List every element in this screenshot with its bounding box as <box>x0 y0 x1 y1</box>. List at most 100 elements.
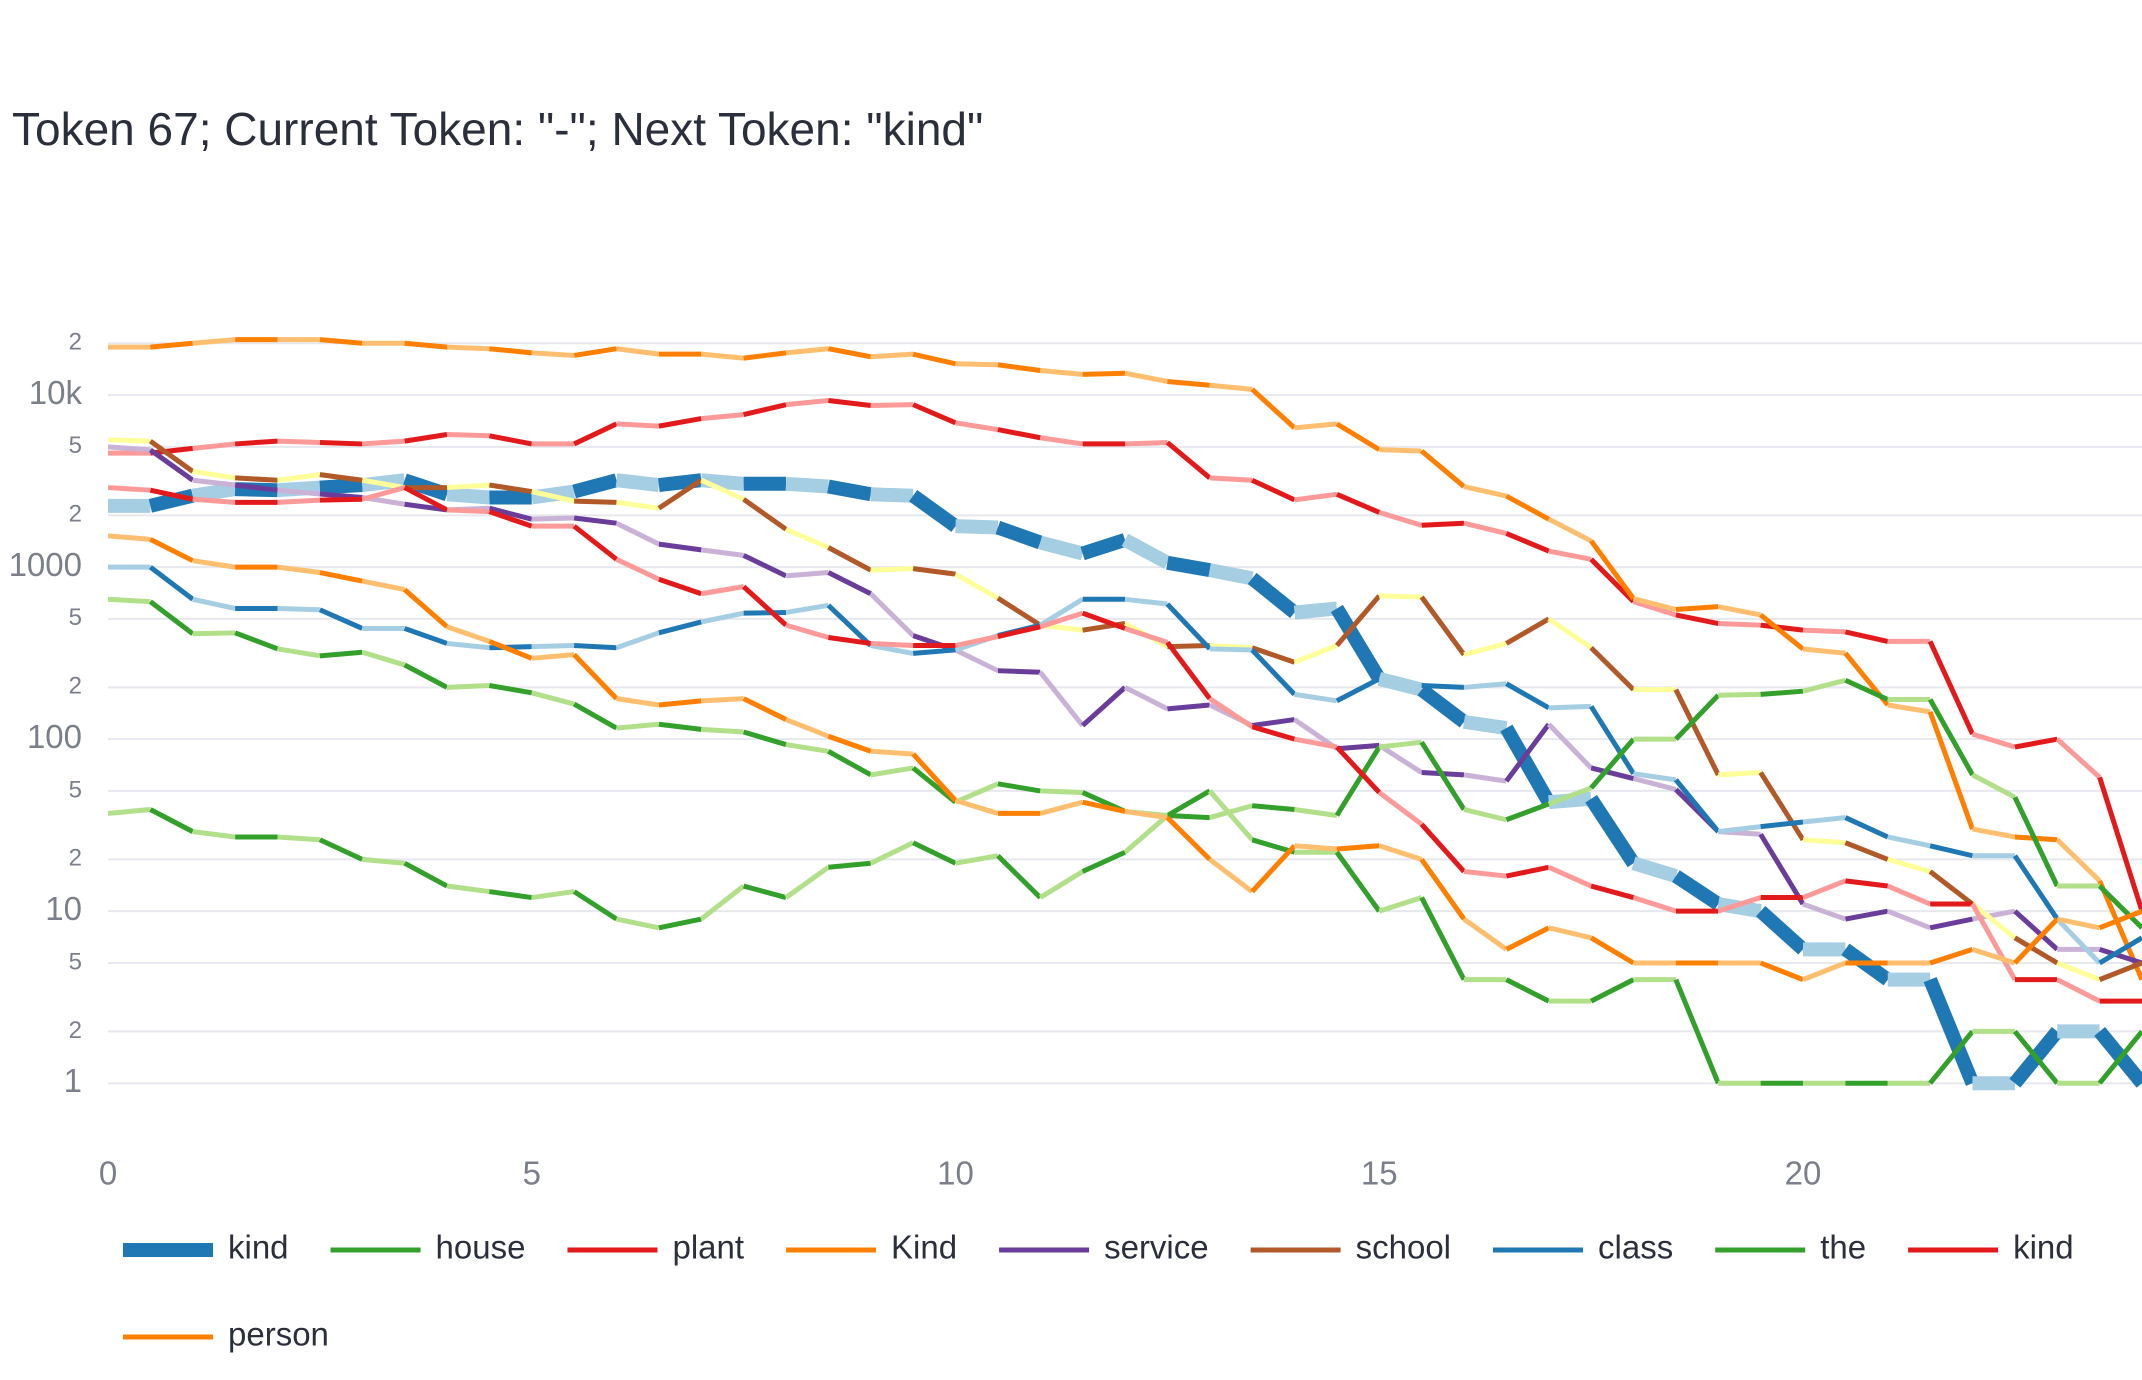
line-segment <box>1336 742 1380 752</box>
line-segment <box>615 473 660 492</box>
line-segment <box>1548 703 1592 711</box>
line-segment <box>2098 960 2142 982</box>
line-segment <box>997 781 1041 794</box>
line-segment <box>403 662 449 690</box>
series-line <box>108 337 2142 981</box>
line-segment <box>446 507 490 515</box>
line-segment <box>2098 946 2142 966</box>
legend-item: kind <box>1908 1229 2074 1266</box>
line-segment <box>1123 813 1170 855</box>
line-segment <box>1419 896 1467 981</box>
line-segment <box>1887 856 1931 874</box>
line-segment <box>785 622 830 640</box>
line-segment <box>1802 646 1846 656</box>
line-segment <box>954 798 999 816</box>
line-segment <box>572 473 619 499</box>
series-line <box>107 444 2142 966</box>
line-segment <box>1462 714 1508 735</box>
line-segment <box>1379 593 1422 600</box>
line-segment <box>1929 843 1974 859</box>
line-segment <box>1463 869 1507 879</box>
line-segment <box>1717 604 1762 618</box>
y-tick-label: 2 <box>69 1017 82 1044</box>
line-segment <box>1121 533 1171 569</box>
line-segment <box>234 630 279 652</box>
series-line <box>107 533 2142 982</box>
line-segment <box>700 610 745 625</box>
line-segment <box>954 647 999 673</box>
line-segment <box>277 487 321 497</box>
line-segment <box>1505 801 1550 823</box>
line-segment <box>828 634 872 646</box>
line-segment <box>192 441 236 451</box>
line-segment <box>402 587 449 629</box>
legend-item: plant <box>567 1229 744 1266</box>
y-tick-label: 100 <box>27 718 82 755</box>
line-segment <box>1546 722 1593 770</box>
line-segment <box>784 865 830 900</box>
line-segment <box>107 596 151 605</box>
legend-label: the <box>1820 1229 1866 1266</box>
line-segment <box>1717 824 1761 835</box>
line-segment <box>1208 857 1254 894</box>
line-segment <box>785 570 829 579</box>
line-segment <box>489 346 532 356</box>
line-segment <box>1294 843 1338 852</box>
line-segment <box>319 649 363 659</box>
legend-label: plant <box>672 1229 744 1266</box>
line-segment <box>361 485 406 502</box>
line-segment <box>404 340 448 350</box>
y-tick-label: 1 <box>64 1062 82 1099</box>
line-segment <box>1038 535 1085 561</box>
line-segment <box>2055 917 2102 965</box>
line-segment <box>954 781 999 805</box>
line-segment <box>192 496 236 505</box>
line-segment <box>1335 492 1381 515</box>
line-segment <box>615 630 660 651</box>
y-tick-label: 2 <box>69 673 82 700</box>
y-tick-label: 5 <box>69 604 82 631</box>
line-segment <box>1927 711 1975 830</box>
line-segment <box>191 482 237 503</box>
line-segment <box>1334 850 1382 913</box>
line-segment <box>1633 771 1677 783</box>
series-line <box>107 788 2142 1086</box>
line-segment <box>107 437 151 444</box>
line-segment <box>1463 484 1507 499</box>
line-segment <box>1124 808 1168 821</box>
line-segment <box>1463 520 1507 536</box>
line-segment <box>785 717 830 739</box>
y-tick-label: 10 <box>45 890 82 927</box>
line-segment <box>107 533 151 542</box>
line-segment <box>658 576 703 597</box>
line-segment <box>2098 935 2142 966</box>
line-segment <box>488 482 533 495</box>
line-segment <box>531 643 575 650</box>
line-segment <box>1378 895 1423 914</box>
line-segment <box>1208 563 1254 586</box>
line-segment <box>1802 677 1847 694</box>
line-segment <box>1547 785 1593 807</box>
line-segment <box>1718 621 1761 628</box>
line-segment <box>955 853 999 866</box>
line-segment <box>615 520 660 547</box>
line-segment <box>1082 799 1126 814</box>
line-segment <box>1419 857 1467 921</box>
series-line <box>107 485 2142 1004</box>
line-segment <box>827 749 872 778</box>
line-segment <box>909 490 960 532</box>
series-line <box>108 473 2142 1091</box>
line-segment <box>1250 648 1297 697</box>
legend-label: class <box>1598 1229 1673 1266</box>
line-segment <box>1887 834 1931 849</box>
line-segment <box>1802 901 1847 922</box>
line-segment <box>2055 737 2102 780</box>
line-segment <box>107 807 151 816</box>
line-segment <box>1421 683 1465 690</box>
line-segment <box>1844 815 1889 840</box>
line-segment <box>1038 869 1084 900</box>
line-segment <box>1672 870 1723 910</box>
line-segment <box>1589 705 1636 775</box>
line-segment <box>828 398 872 408</box>
line-segment <box>148 447 195 483</box>
